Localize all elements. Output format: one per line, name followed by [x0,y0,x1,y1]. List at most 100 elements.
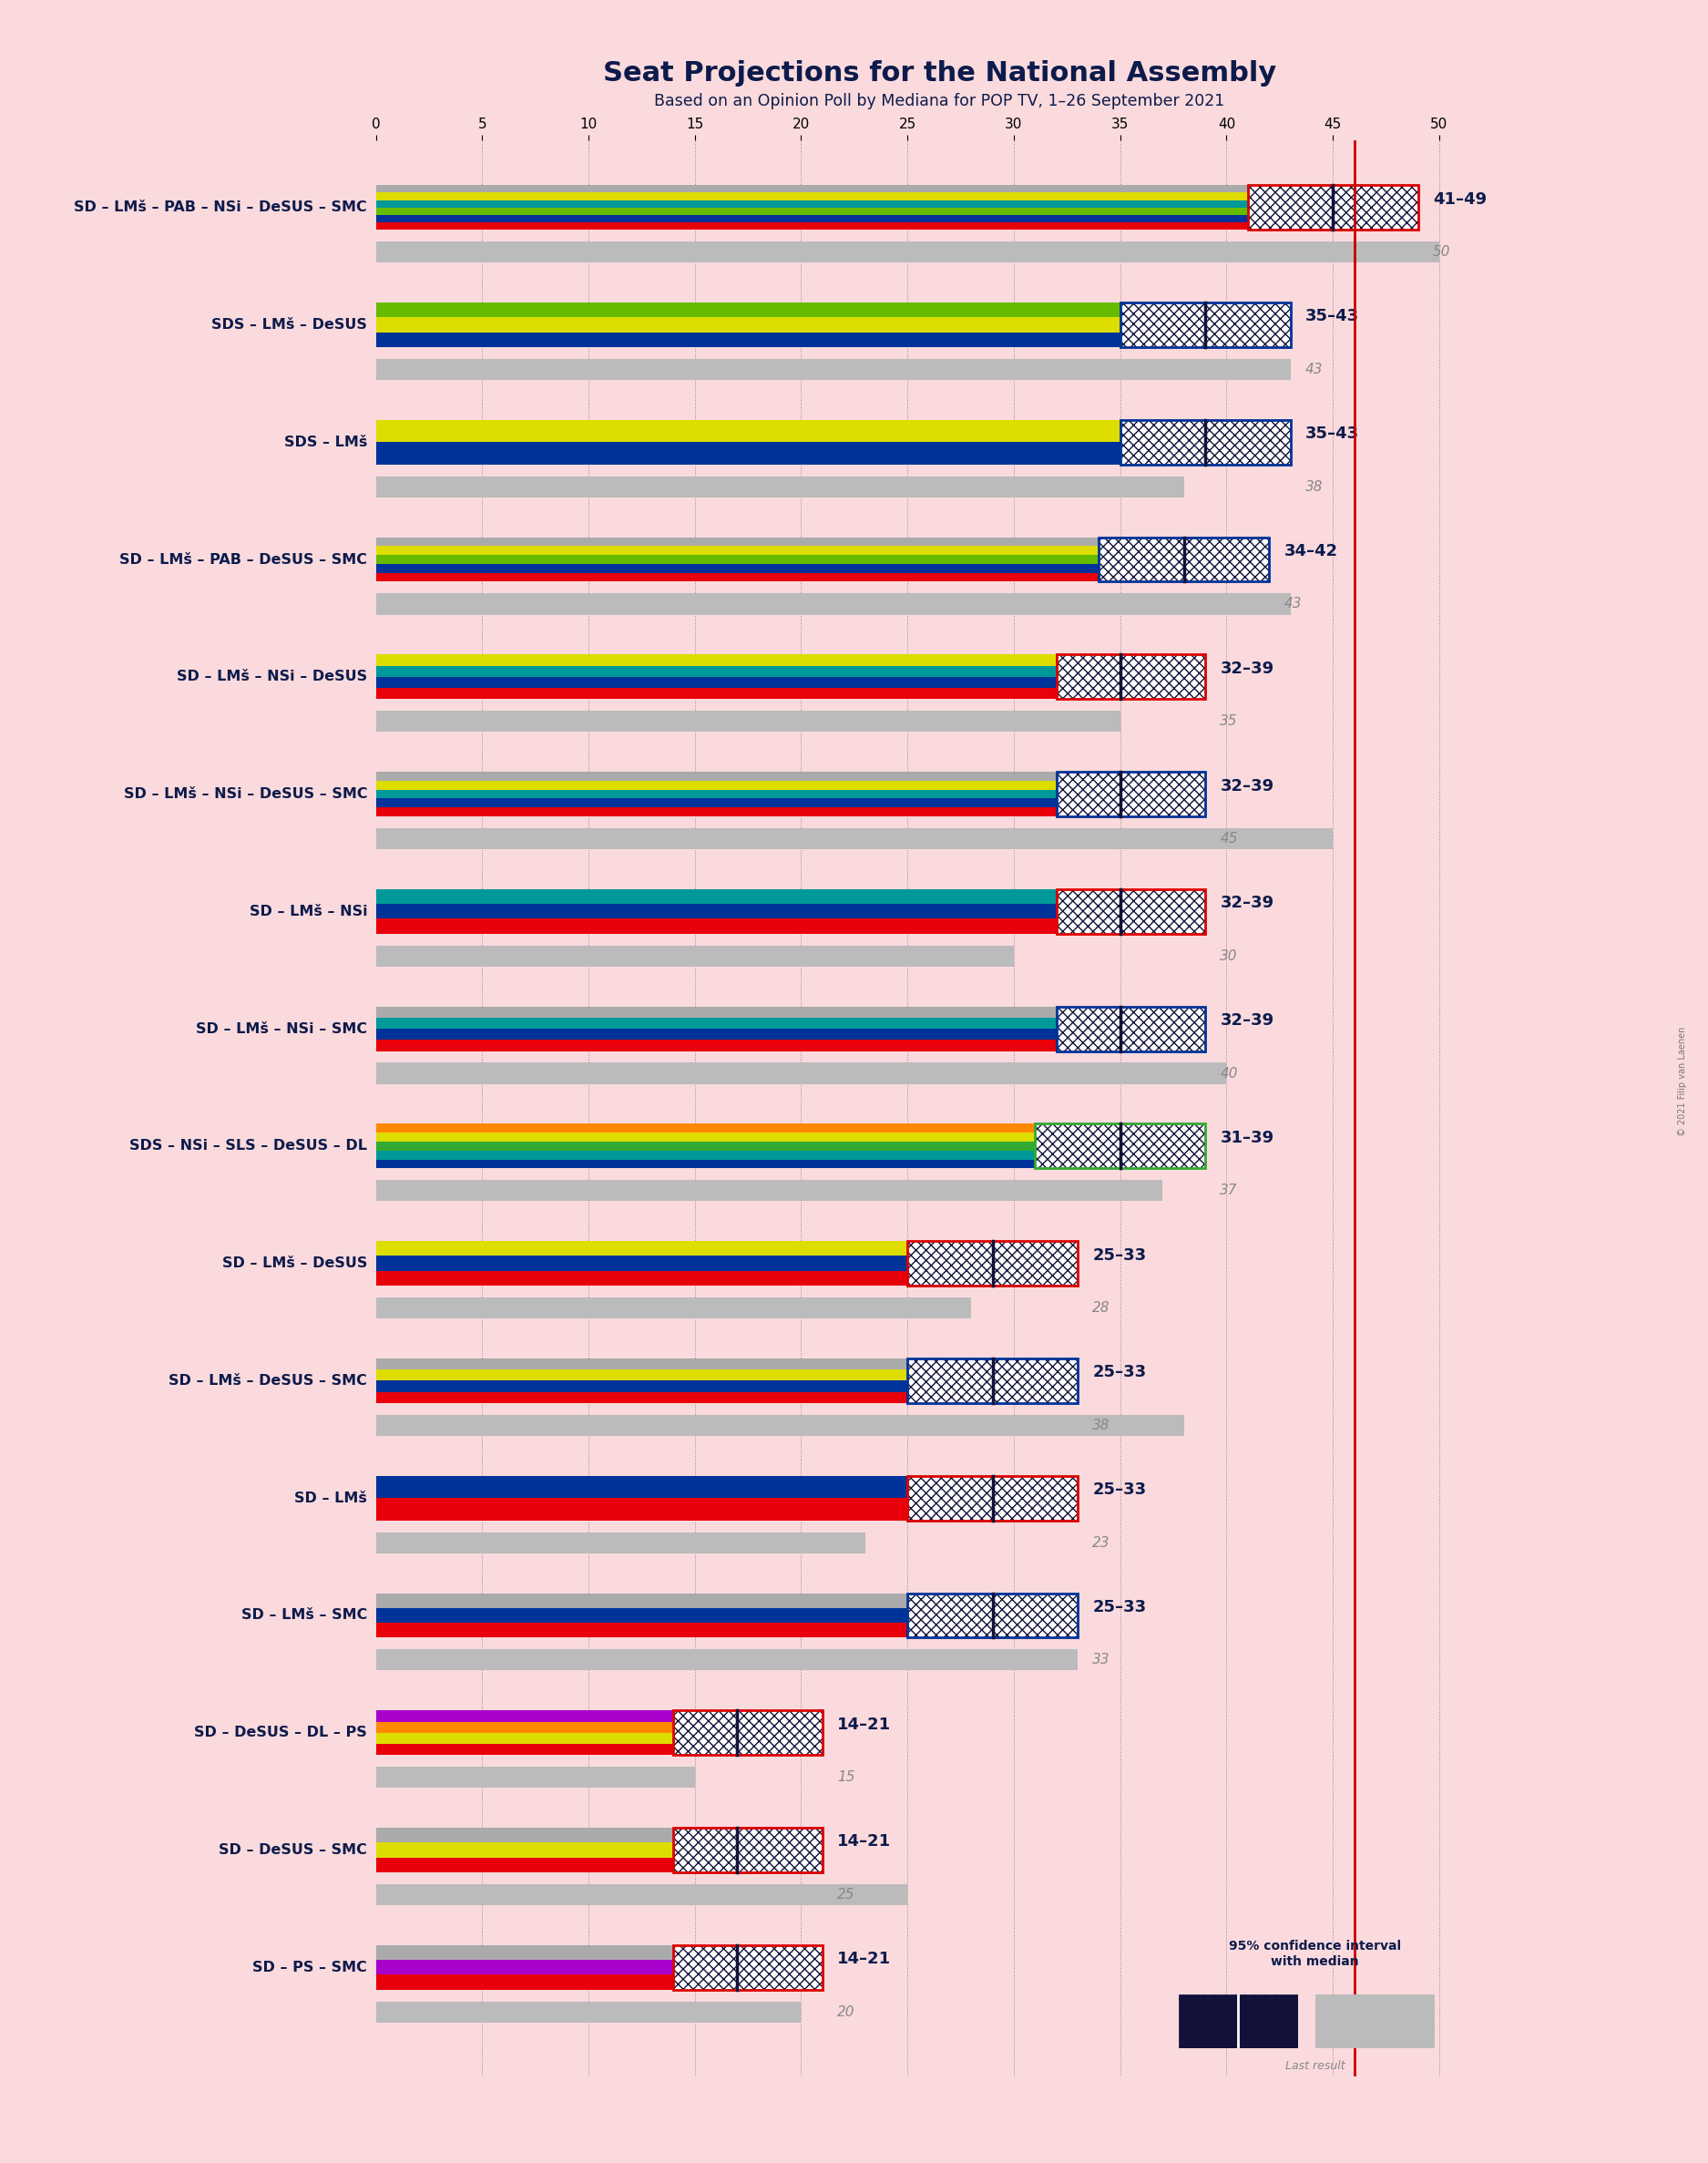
Text: 38: 38 [1305,480,1324,493]
Text: 35–43: 35–43 [1305,309,1360,324]
Bar [376,1475,907,1499]
Bar [1056,772,1206,815]
Bar [1120,303,1290,346]
Bar [1035,1125,1206,1168]
Text: 35: 35 [1220,714,1238,729]
Bar [1056,655,1206,699]
Bar [376,945,1015,967]
Bar [376,565,1098,573]
Bar [376,789,1056,798]
Text: 95% confidence interval
with median: 95% confidence interval with median [1230,1940,1401,1968]
Bar [673,1828,823,1873]
Bar [376,1960,673,1975]
Bar [376,1142,1035,1151]
Text: 50: 50 [1433,244,1450,260]
Bar [1249,186,1418,229]
Bar [376,1006,1056,1017]
Bar [376,1711,673,1722]
Bar [376,1622,907,1637]
Text: SD – LMš – PAB – NSi – DeSUS – SMC: SD – LMš – PAB – NSi – DeSUS – SMC [73,201,367,214]
Bar [376,655,1056,666]
Text: SD – LMš – DeSUS: SD – LMš – DeSUS [222,1257,367,1270]
Bar [1120,420,1290,465]
Bar [376,1884,907,1906]
Bar [1056,1006,1206,1051]
Bar [376,1415,1184,1436]
Bar [1249,186,1418,229]
Bar [376,666,1056,677]
Bar [376,1945,673,1960]
Text: 34–42: 34–42 [1284,543,1337,560]
Bar [376,2001,801,2022]
Bar [376,904,1056,919]
Bar [673,1945,823,1990]
Bar [376,781,1056,789]
Bar [376,1151,1035,1159]
Text: 32–39: 32–39 [1220,895,1274,911]
Bar [376,1125,1035,1133]
Bar [376,677,1056,688]
Text: 23: 23 [1093,1536,1110,1549]
Bar [376,476,1184,497]
Text: 25–33: 25–33 [1093,1248,1146,1263]
Text: SD – LMš – NSi – DeSUS – SMC: SD – LMš – NSi – DeSUS – SMC [123,787,367,800]
Text: 20: 20 [837,2005,856,2018]
Bar [376,333,1120,346]
Bar [1120,420,1290,465]
Bar [376,1040,1056,1051]
Bar [1035,1125,1206,1168]
Bar [376,573,1098,582]
Bar [673,1711,823,1754]
Text: 43: 43 [1284,597,1301,610]
Bar [376,208,1249,214]
Bar [907,1475,1078,1521]
Bar [376,1133,1035,1142]
Bar [1056,655,1206,699]
Bar [907,1594,1078,1637]
Bar [907,1358,1078,1404]
Bar [376,1272,907,1285]
Bar [673,1711,823,1754]
Bar [376,1369,907,1380]
Text: 35–43: 35–43 [1305,426,1360,441]
Bar [376,1181,1163,1200]
Text: SD – DeSUS – SMC: SD – DeSUS – SMC [219,1843,367,1856]
Bar [907,1358,1078,1404]
Bar [376,193,1249,199]
Bar [376,223,1249,229]
Text: 15: 15 [837,1771,856,1784]
Text: 25–33: 25–33 [1093,1482,1146,1499]
Text: 31–39: 31–39 [1220,1129,1274,1146]
Text: 45: 45 [1220,833,1238,846]
Bar [376,772,1056,781]
Bar [376,1843,673,1858]
Bar [1120,303,1290,346]
Text: SD – PS – SMC: SD – PS – SMC [253,1960,367,1975]
Bar [1056,889,1206,934]
Bar [376,1017,1056,1030]
Bar [376,593,1290,614]
Bar [376,556,1098,565]
Bar [1249,186,1418,229]
Bar [376,807,1056,815]
Bar [376,1531,864,1553]
Text: 14–21: 14–21 [837,1834,892,1849]
Bar [376,1380,907,1391]
Text: 32–39: 32–39 [1220,660,1274,677]
Text: 25–33: 25–33 [1093,1365,1146,1380]
Bar [376,1858,673,1873]
Bar [907,1242,1078,1285]
Bar [673,1828,823,1873]
Text: 41–49: 41–49 [1433,190,1486,208]
Bar [1035,1125,1206,1168]
Bar [376,712,1120,731]
Bar [1098,536,1269,582]
Bar [376,1159,1035,1168]
Bar [907,1475,1078,1521]
Bar [376,186,1249,193]
Bar [376,199,1249,208]
Bar [907,1594,1078,1637]
Bar [1120,420,1290,465]
Text: SD – LMš – NSi: SD – LMš – NSi [249,904,367,919]
Bar [376,1733,673,1743]
